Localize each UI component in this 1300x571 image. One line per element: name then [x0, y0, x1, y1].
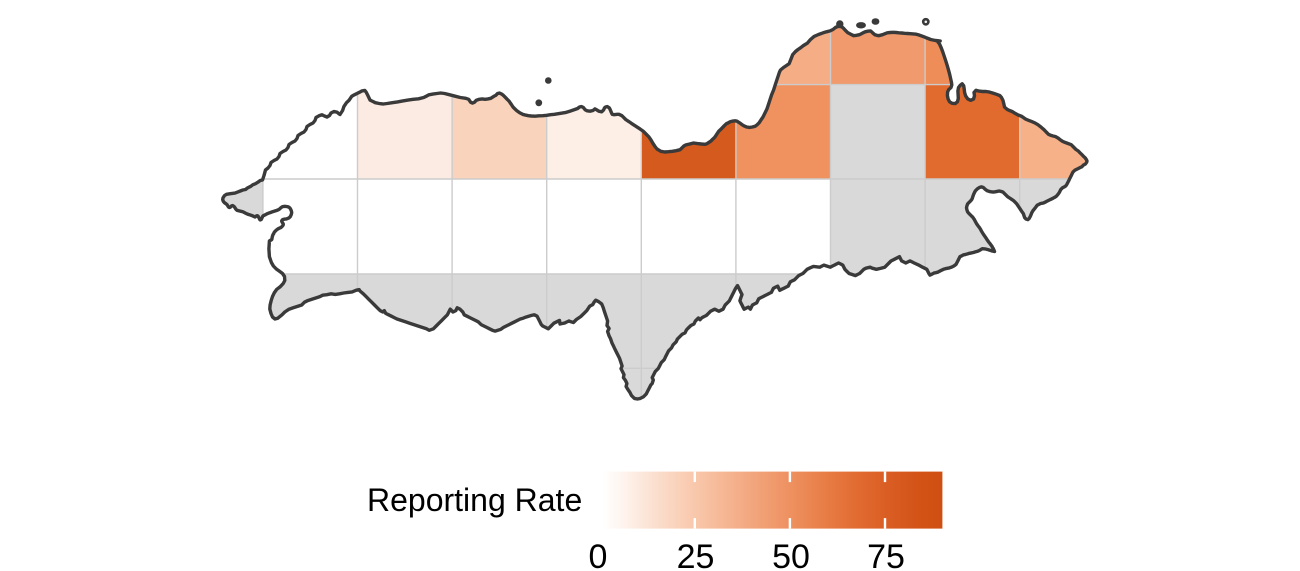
svg-text:25: 25 — [677, 538, 715, 571]
svg-text:50: 50 — [772, 538, 810, 571]
svg-text:75: 75 — [867, 538, 905, 571]
svg-text:Reporting Rate: Reporting Rate — [367, 482, 582, 518]
svg-text:0: 0 — [589, 538, 608, 571]
